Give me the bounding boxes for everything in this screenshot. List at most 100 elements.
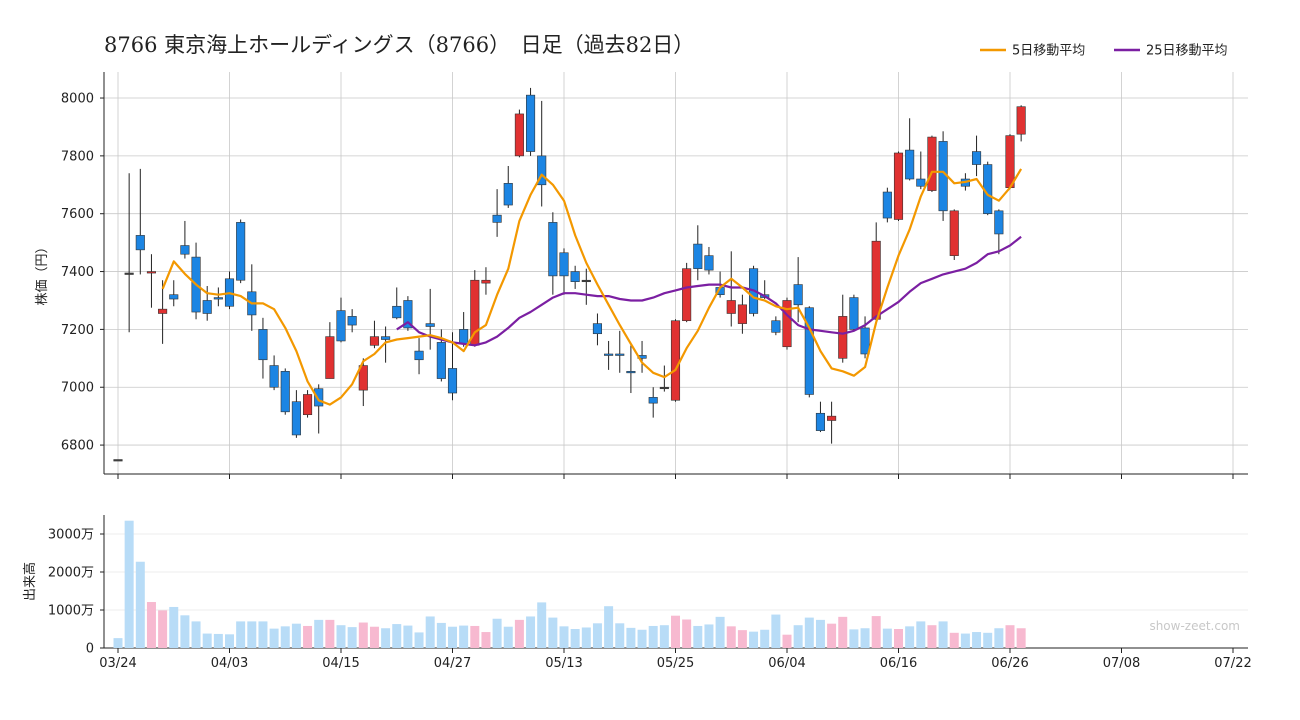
volume-bar-down: [559, 626, 569, 648]
candle-down: [815, 412, 826, 431]
volume-bar-up: [481, 632, 491, 648]
candle-down: [381, 336, 391, 340]
candle-up: [682, 268, 692, 322]
volume-bar-down: [135, 561, 145, 648]
candle-down: [269, 365, 279, 388]
volume-bar-down: [269, 628, 279, 648]
volume-bar-down: [804, 617, 814, 648]
candle-down: [414, 350, 424, 361]
candle-down: [548, 222, 558, 277]
volume-bar-up: [146, 602, 156, 648]
volume-tick-label: 0: [86, 642, 94, 657]
candle-down: [124, 272, 134, 275]
volume-bar-down: [347, 627, 357, 648]
volume-bar-up: [358, 622, 368, 648]
volume-bar-down: [537, 602, 547, 648]
candle-down: [347, 316, 357, 326]
candle-down: [771, 320, 781, 333]
volume-bar-down: [972, 632, 982, 648]
candle-down: [626, 371, 636, 374]
x-tick-label: 05/25: [657, 656, 694, 671]
price-tick-label: 7600: [61, 207, 94, 222]
volume-bar-up: [303, 625, 313, 648]
x-tick-label: 06/16: [880, 656, 917, 671]
volume-bar-down: [715, 616, 725, 648]
volume-bar-down: [314, 619, 324, 648]
volume-bar-down: [592, 623, 602, 648]
candle-down: [425, 323, 435, 327]
volume-bar-down: [247, 621, 257, 648]
candle-down: [849, 297, 859, 330]
volume-bar-up: [158, 610, 168, 648]
volume-bar-down: [336, 625, 346, 648]
candle-up: [325, 336, 335, 379]
price-tick-label: 6800: [61, 439, 94, 454]
candle-down: [236, 222, 246, 281]
candle-down: [113, 459, 123, 462]
candle-up: [158, 308, 168, 314]
volume-bar-down: [659, 625, 669, 648]
volume-bar-down: [793, 625, 803, 648]
x-tick-label: 04/03: [211, 656, 248, 671]
price-tick-label: 7200: [61, 323, 94, 338]
volume-bar-down: [124, 520, 134, 648]
candle-down: [793, 284, 803, 306]
volume-bar-up: [737, 630, 747, 648]
price-tick-label: 8000: [61, 92, 94, 107]
volume-bar-down: [381, 628, 391, 648]
candle-down: [994, 210, 1004, 235]
x-tick-label: 07/08: [1103, 656, 1140, 671]
volume-bar-down: [425, 616, 435, 648]
watermark: show-zeet.com: [1149, 619, 1240, 633]
candle-up: [782, 300, 792, 348]
volume-bar-down: [459, 625, 469, 648]
ma5-line: [161, 168, 1023, 406]
candle-up: [827, 415, 837, 421]
volume-bar-up: [369, 626, 379, 648]
volume-y-axis-label: 出来高: [22, 562, 38, 601]
volume-bar-down: [570, 629, 580, 648]
volume-bar-up: [782, 634, 792, 648]
volume-bar-down: [414, 632, 424, 648]
volume-bar-down: [291, 623, 301, 648]
volume-bar-down: [994, 628, 1004, 648]
candle-down: [169, 294, 179, 300]
legend-label-ma5: 5日移動平均: [1012, 44, 1085, 59]
candle-down: [447, 368, 458, 394]
volume-bar-down: [905, 626, 915, 648]
volume-bar-down: [849, 629, 859, 648]
volume-bar-down: [938, 621, 948, 648]
volume-bar-down: [760, 629, 770, 648]
volume-bar-down: [960, 633, 970, 648]
volume-bar-up: [671, 615, 680, 648]
volume-bar-down: [916, 621, 926, 648]
x-tick-label: 06/26: [991, 656, 1028, 671]
candle-down: [905, 149, 915, 180]
candle-up: [893, 152, 904, 220]
volume-bar-down: [548, 617, 558, 648]
candle-down: [570, 271, 580, 282]
candle-down: [860, 327, 870, 355]
volume-bar-down: [202, 633, 212, 648]
volume-bar-down: [392, 624, 402, 648]
volume-bar-down: [615, 623, 625, 648]
candle-up: [302, 394, 313, 416]
price-tick-label: 7000: [61, 381, 94, 396]
volume-bar-up: [927, 625, 937, 648]
volume-tick-label: 1000万: [48, 604, 94, 619]
volume-bar-down: [280, 626, 290, 648]
candle-down: [659, 386, 669, 390]
volume-bar-down: [492, 618, 502, 648]
volume-bar-up: [726, 626, 736, 648]
candle-down: [648, 397, 658, 404]
candle-up: [737, 304, 747, 324]
candle-up: [514, 113, 524, 157]
candle-down: [392, 305, 402, 319]
volume-bar-down: [526, 616, 536, 648]
candle-down: [592, 323, 603, 335]
ma25-line: [396, 235, 1022, 347]
x-tick-label: 03/24: [99, 656, 136, 671]
candle-down: [202, 300, 212, 314]
